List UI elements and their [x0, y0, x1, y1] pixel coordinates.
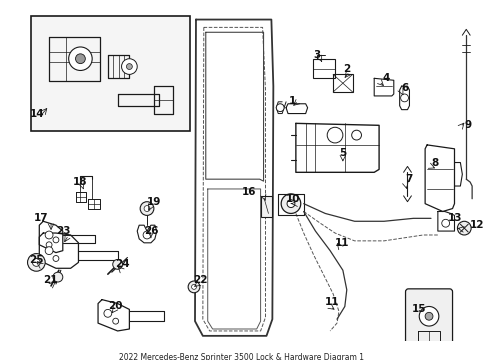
Circle shape	[456, 221, 470, 235]
Text: 3: 3	[313, 50, 321, 60]
Circle shape	[326, 127, 342, 143]
Circle shape	[400, 94, 407, 102]
Text: 16: 16	[242, 187, 256, 197]
Circle shape	[45, 247, 53, 255]
Bar	[332, 75, 352, 92]
Text: 12: 12	[469, 220, 484, 230]
Circle shape	[27, 253, 45, 271]
Circle shape	[68, 47, 92, 71]
Text: 6: 6	[401, 83, 408, 93]
Circle shape	[46, 242, 52, 248]
Text: 17: 17	[33, 213, 48, 223]
FancyBboxPatch shape	[405, 289, 451, 351]
Circle shape	[104, 309, 112, 317]
Circle shape	[424, 312, 432, 320]
Circle shape	[441, 219, 448, 227]
Text: 4: 4	[381, 73, 388, 83]
Circle shape	[276, 104, 284, 112]
Circle shape	[32, 258, 40, 266]
Text: 11: 11	[325, 297, 339, 307]
Circle shape	[144, 206, 150, 211]
Circle shape	[53, 272, 62, 282]
Text: 18: 18	[72, 177, 87, 187]
Circle shape	[75, 54, 85, 64]
Text: 14: 14	[29, 109, 44, 118]
Text: 2022 Mercedes-Benz Sprinter 3500 Lock & Hardware Diagram 1: 2022 Mercedes-Benz Sprinter 3500 Lock & …	[119, 352, 363, 360]
Text: 11: 11	[334, 238, 349, 248]
Text: 22: 22	[193, 275, 207, 285]
Text: 15: 15	[410, 305, 425, 314]
Text: 7: 7	[405, 174, 412, 184]
Circle shape	[143, 231, 151, 239]
Circle shape	[140, 202, 154, 215]
Text: 23: 23	[56, 226, 70, 236]
Text: 2: 2	[343, 63, 350, 73]
Text: 19: 19	[147, 197, 161, 207]
Circle shape	[351, 130, 361, 140]
Circle shape	[53, 237, 59, 243]
Text: 20: 20	[108, 301, 122, 311]
Circle shape	[191, 284, 196, 289]
Circle shape	[122, 59, 137, 75]
Text: 26: 26	[144, 226, 158, 236]
Circle shape	[188, 281, 200, 293]
Circle shape	[45, 231, 53, 239]
Text: 1: 1	[288, 96, 295, 106]
Text: 9: 9	[463, 120, 470, 130]
Text: 13: 13	[447, 213, 461, 223]
Circle shape	[113, 260, 122, 269]
Circle shape	[281, 194, 300, 213]
Text: 24: 24	[115, 259, 129, 269]
Text: 10: 10	[285, 194, 300, 204]
Text: 21: 21	[43, 275, 58, 285]
Circle shape	[53, 256, 59, 261]
Text: 5: 5	[339, 148, 346, 158]
Text: 25: 25	[29, 256, 44, 265]
Circle shape	[126, 64, 132, 69]
Bar	[260, 196, 272, 217]
Circle shape	[286, 200, 294, 208]
Bar	[31, 15, 190, 131]
Bar	[313, 59, 334, 78]
Circle shape	[418, 306, 438, 326]
Circle shape	[113, 318, 119, 324]
Text: 8: 8	[430, 158, 437, 167]
